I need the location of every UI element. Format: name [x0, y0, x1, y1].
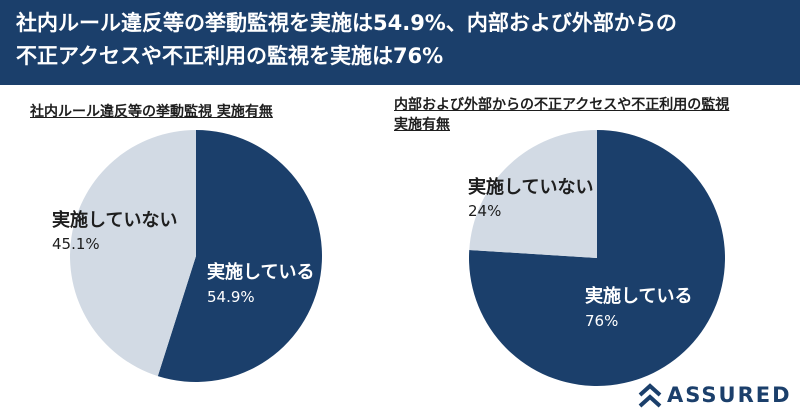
- slice-label-1-2: 実施していない: [52, 209, 177, 231]
- right-chart-title-line-2: 実施有無: [394, 117, 450, 133]
- slice-value-1-1: 54.9%: [207, 288, 255, 306]
- slice-label-2-1: 実施している: [585, 285, 692, 307]
- chevron-logo-icon: [638, 383, 662, 408]
- slice-label-1-1: 実施している: [207, 261, 314, 283]
- pie-slice-1-2: [69, 130, 196, 377]
- left-chart-title: 社内ルール違反等の挙動監視 実施有無: [30, 104, 273, 120]
- header-banner: 社内ルール違反等の挙動監視を実施は54.9%、内部および外部からの 不正アクセス…: [0, 0, 800, 85]
- logo-text: ASSURED: [667, 383, 792, 407]
- assured-logo: ASSURED: [637, 381, 790, 411]
- slice-value-2-1: 76%: [585, 312, 618, 330]
- slice-value-1-2: 45.1%: [52, 235, 100, 253]
- slice-label-2-2: 実施していない: [468, 176, 593, 198]
- pie-slice-2-2: [469, 130, 597, 258]
- headline-line-1: 社内ルール違反等の挙動監視を実施は54.9%、内部および外部からの: [16, 11, 677, 35]
- right-chart-title-line-1: 内部および外部からの不正アクセスや不正利用の監視: [394, 97, 730, 113]
- pie-slice-1-1: [157, 130, 322, 382]
- slice-value-2-2: 24%: [468, 202, 501, 220]
- headline-line-2: 不正アクセスや不正利用の監視を実施は76%: [16, 44, 444, 68]
